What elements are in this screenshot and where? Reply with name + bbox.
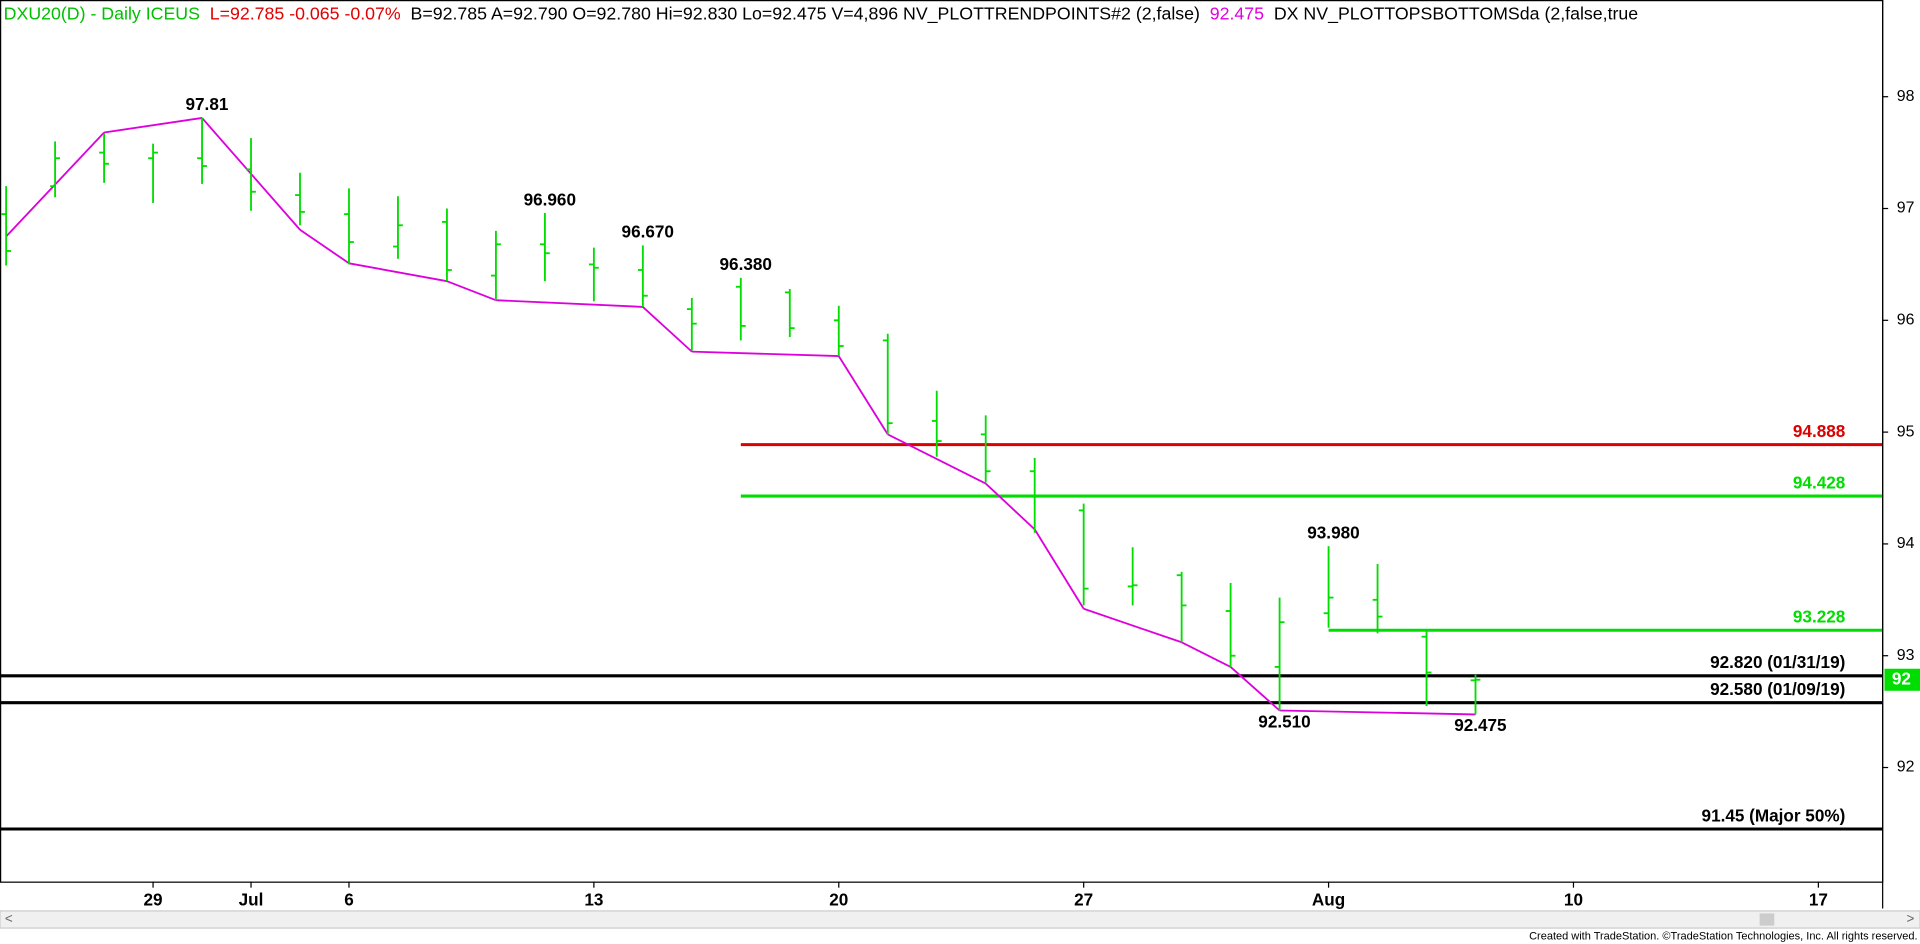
scroll-left[interactable]: < (5, 911, 13, 926)
level-label: 91.45 (Major 50%) (1702, 805, 1846, 825)
swing-label: 96.670 (622, 222, 674, 242)
trend-segment (103, 117, 203, 134)
trend-segment (642, 306, 693, 353)
swing-label: 93.980 (1307, 522, 1359, 542)
header-segment: DXU20(D) - Daily ICEUS (4, 3, 200, 23)
y-tick-label: 92 (1897, 759, 1915, 776)
level-label: 92.580 (01/09/19) (1710, 679, 1845, 699)
x-tick-label: 10 (1564, 890, 1583, 910)
level-label: 92.820 (01/31/19) (1710, 652, 1845, 672)
x-tick-label: 20 (829, 890, 848, 910)
level-label: 94.888 (1793, 421, 1845, 441)
trend-segment (1181, 641, 1232, 668)
level-label: 93.228 (1793, 607, 1845, 627)
y-tick-label: 95 (1897, 423, 1915, 440)
trend-segment (691, 350, 839, 358)
x-tick-label: 27 (1074, 890, 1093, 910)
trend-segment (299, 228, 350, 265)
y-tick-label: 96 (1897, 312, 1915, 329)
swing-label: 97.81 (186, 94, 229, 114)
header-segment: B=92.785 A=92.790 O=92.780 Hi=92.830 Lo=… (411, 3, 1200, 24)
header-segment: DX NV_PLOTTOPSBOTTOMSda (2,false,true (1274, 3, 1638, 24)
last-price-label: 92 (1892, 668, 1911, 688)
y-tick-label: 97 (1897, 200, 1915, 217)
trend-segment (837, 355, 889, 435)
swing-label: 96.380 (720, 254, 772, 274)
trend-segment (495, 299, 643, 308)
trend-segment (348, 262, 448, 283)
swing-label: 92.510 (1258, 711, 1310, 731)
trend-segment (985, 482, 1036, 531)
y-tick-label: 98 (1897, 88, 1915, 105)
trend-segment (446, 280, 497, 302)
x-tick-label: 6 (344, 890, 354, 910)
trend-segment (1230, 666, 1281, 712)
x-tick-label: 29 (144, 890, 163, 910)
x-tick-label: Jul (239, 890, 264, 910)
header-segment: L=92.785 -0.065 -0.07% (210, 3, 401, 23)
header-segment: 92.475 (1210, 3, 1264, 23)
trend-segment (1033, 528, 1085, 610)
level-label: 94.428 (1793, 472, 1845, 492)
plot-layer: 92 93 94 95 96 97 98 29 Jul 6 13 20 27 Aug 10 17 94.888 9… (0, 88, 1915, 910)
swing-label: 92.475 (1454, 715, 1507, 735)
scrollbar[interactable] (0, 910, 1920, 929)
x-tick-label: 17 (1809, 890, 1828, 910)
y-tick-label: 94 (1897, 535, 1915, 552)
header: DXU20(D) - Daily ICEUS L=92.785 -0.065 -0… (4, 3, 1639, 24)
trend-segment (887, 433, 987, 485)
x-tick-label: 13 (584, 890, 603, 910)
footer: Created with TradeStation. ©TradeStation… (1529, 931, 1917, 943)
scroll-right[interactable]: > (1907, 911, 1915, 926)
x-tick-label: Aug (1312, 890, 1345, 910)
last-price-tag (1884, 668, 1920, 691)
trend-segment (1279, 709, 1476, 716)
swing-label: 96.960 (524, 189, 576, 209)
y-tick-label: 93 (1897, 647, 1915, 664)
trend-segment (1083, 607, 1182, 644)
scroll-thumb[interactable] (1759, 913, 1775, 926)
